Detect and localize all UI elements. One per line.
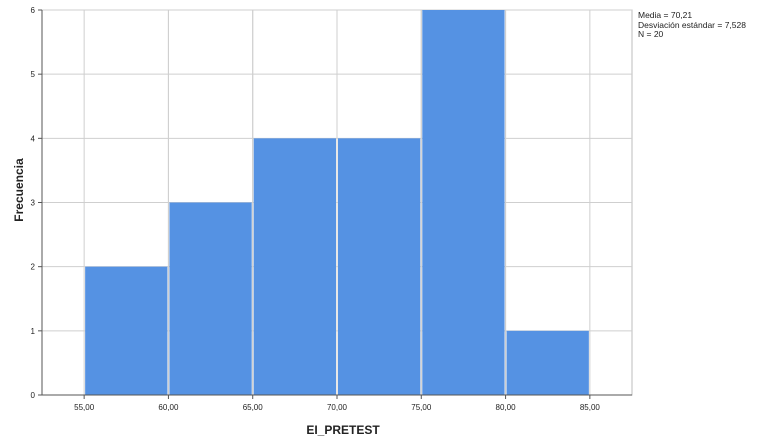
stats-mean: Media = 70,21: [638, 10, 693, 20]
y-tick-label: 0: [31, 391, 36, 400]
y-tick-label: 6: [31, 6, 36, 15]
x-tick-label: 65,00: [243, 403, 264, 412]
stats-n: N = 20: [638, 29, 664, 39]
x-tick-label: 70,00: [327, 403, 348, 412]
x-tick-label: 80,00: [496, 403, 517, 412]
histogram-bar: [338, 138, 421, 396]
histogram-bar: [422, 10, 505, 395]
y-axis-label: Frecuencia: [12, 158, 26, 222]
x-axis-label: EI_PRETEST: [306, 423, 380, 437]
y-tick-label: 1: [31, 327, 36, 336]
x-tick-label: 85,00: [580, 403, 601, 412]
histogram-bar: [169, 202, 252, 395]
stats-std: Desviación estándar = 7,528: [638, 19, 746, 30]
y-tick-label: 4: [31, 134, 36, 143]
x-tick-label: 55,00: [74, 403, 95, 412]
y-tick-label: 2: [31, 263, 36, 272]
histogram-bar: [253, 138, 336, 396]
histogram-bar: [506, 330, 589, 395]
stats-box: Media = 70,21 Desviación estándar = 7,52…: [638, 10, 746, 40]
histogram-bar: [85, 266, 168, 395]
y-tick-label: 5: [31, 70, 36, 79]
y-tick-label: 3: [31, 199, 36, 208]
x-tick-label: 75,00: [411, 403, 432, 412]
x-tick-label: 60,00: [158, 403, 179, 412]
